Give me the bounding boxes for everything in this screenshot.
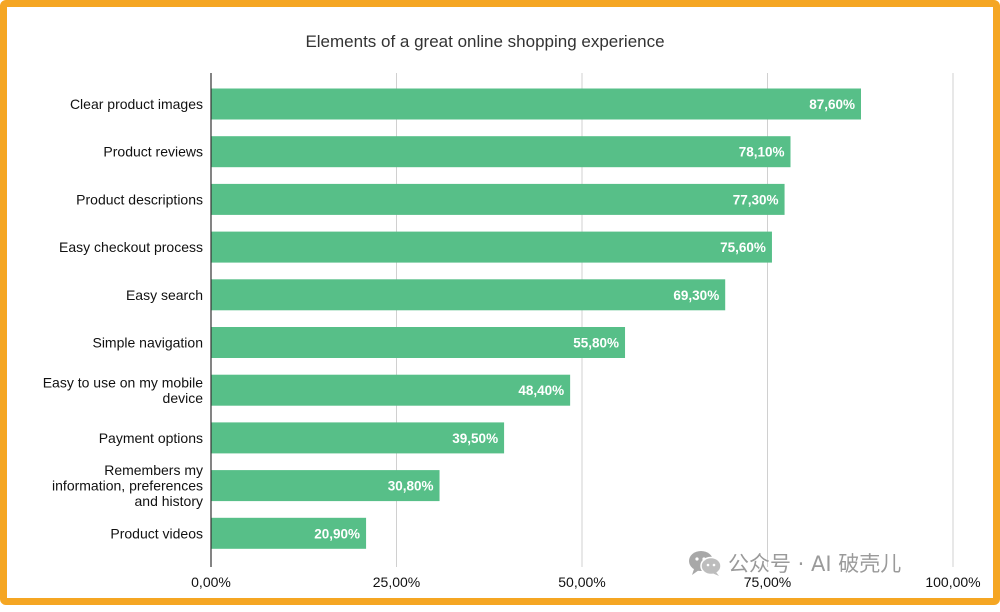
bars bbox=[211, 88, 861, 549]
category-label: Easy search bbox=[126, 287, 203, 303]
bar bbox=[211, 279, 726, 311]
watermark-text: 公众号 · AI 破壳儿 bbox=[728, 552, 902, 576]
category-label: Clear product images bbox=[70, 96, 203, 112]
bar bbox=[211, 88, 861, 120]
category-label: Simple navigation bbox=[92, 335, 203, 351]
data-label: 87,60% bbox=[809, 97, 855, 112]
x-tick-label: 100,00% bbox=[925, 574, 980, 590]
category-label: Product videos bbox=[110, 525, 203, 541]
bar bbox=[211, 183, 785, 215]
bar bbox=[211, 374, 571, 406]
bar-chart: Elements of a great online shopping expe… bbox=[43, 32, 981, 590]
chart-title: Elements of a great online shopping expe… bbox=[305, 32, 664, 51]
bar bbox=[211, 327, 626, 358]
bar bbox=[211, 422, 505, 454]
category-label: Product reviews bbox=[103, 144, 203, 160]
data-label: 55,80% bbox=[573, 336, 619, 351]
data-label: 30,80% bbox=[388, 479, 434, 494]
category-label: information, preferences bbox=[52, 478, 203, 494]
data-label: 75,60% bbox=[720, 240, 766, 255]
watermark: 公众号 · AI 破壳儿 bbox=[688, 548, 901, 578]
bar bbox=[211, 517, 367, 549]
data-label: 39,50% bbox=[452, 431, 498, 446]
data-label: 48,40% bbox=[518, 383, 564, 398]
category-label: device bbox=[163, 390, 204, 406]
category-label: Payment options bbox=[99, 430, 203, 446]
data-label: 20,90% bbox=[314, 526, 360, 541]
data-label: 77,30% bbox=[733, 192, 779, 207]
category-label: and history bbox=[135, 493, 203, 509]
x-tick-label: 25,00% bbox=[373, 574, 420, 590]
x-tick-label: 0,00% bbox=[191, 574, 231, 590]
category-labels: Clear product images Product reviews Produ… bbox=[43, 96, 204, 541]
data-label: 69,30% bbox=[673, 288, 719, 303]
x-tick-label: 75,00% bbox=[744, 574, 791, 590]
bar bbox=[211, 470, 440, 502]
data-label: 78,10% bbox=[739, 145, 785, 160]
category-label: Remembers my bbox=[104, 462, 203, 478]
x-axis-tick-labels: 0,00% 25,00% 50,00% 75,00% 100,00% bbox=[191, 574, 980, 590]
category-label: Easy to use on my mobile bbox=[43, 374, 204, 390]
category-label: Easy checkout process bbox=[59, 239, 203, 255]
wechat-icon bbox=[689, 551, 722, 576]
bar bbox=[211, 231, 772, 263]
category-label: Product descriptions bbox=[76, 191, 203, 207]
value-labels: 87,60% 78,10% 77,30% 75,60% 69,30% 55,80% 48,4… bbox=[314, 97, 855, 541]
bar bbox=[211, 136, 791, 168]
x-tick-label: 50,00% bbox=[558, 574, 605, 590]
